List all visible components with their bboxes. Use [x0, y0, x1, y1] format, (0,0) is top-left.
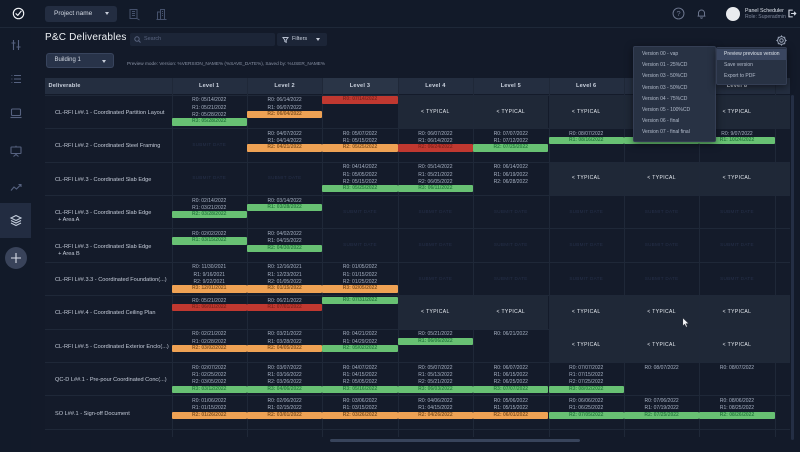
svg-text:?: ?	[676, 9, 680, 18]
